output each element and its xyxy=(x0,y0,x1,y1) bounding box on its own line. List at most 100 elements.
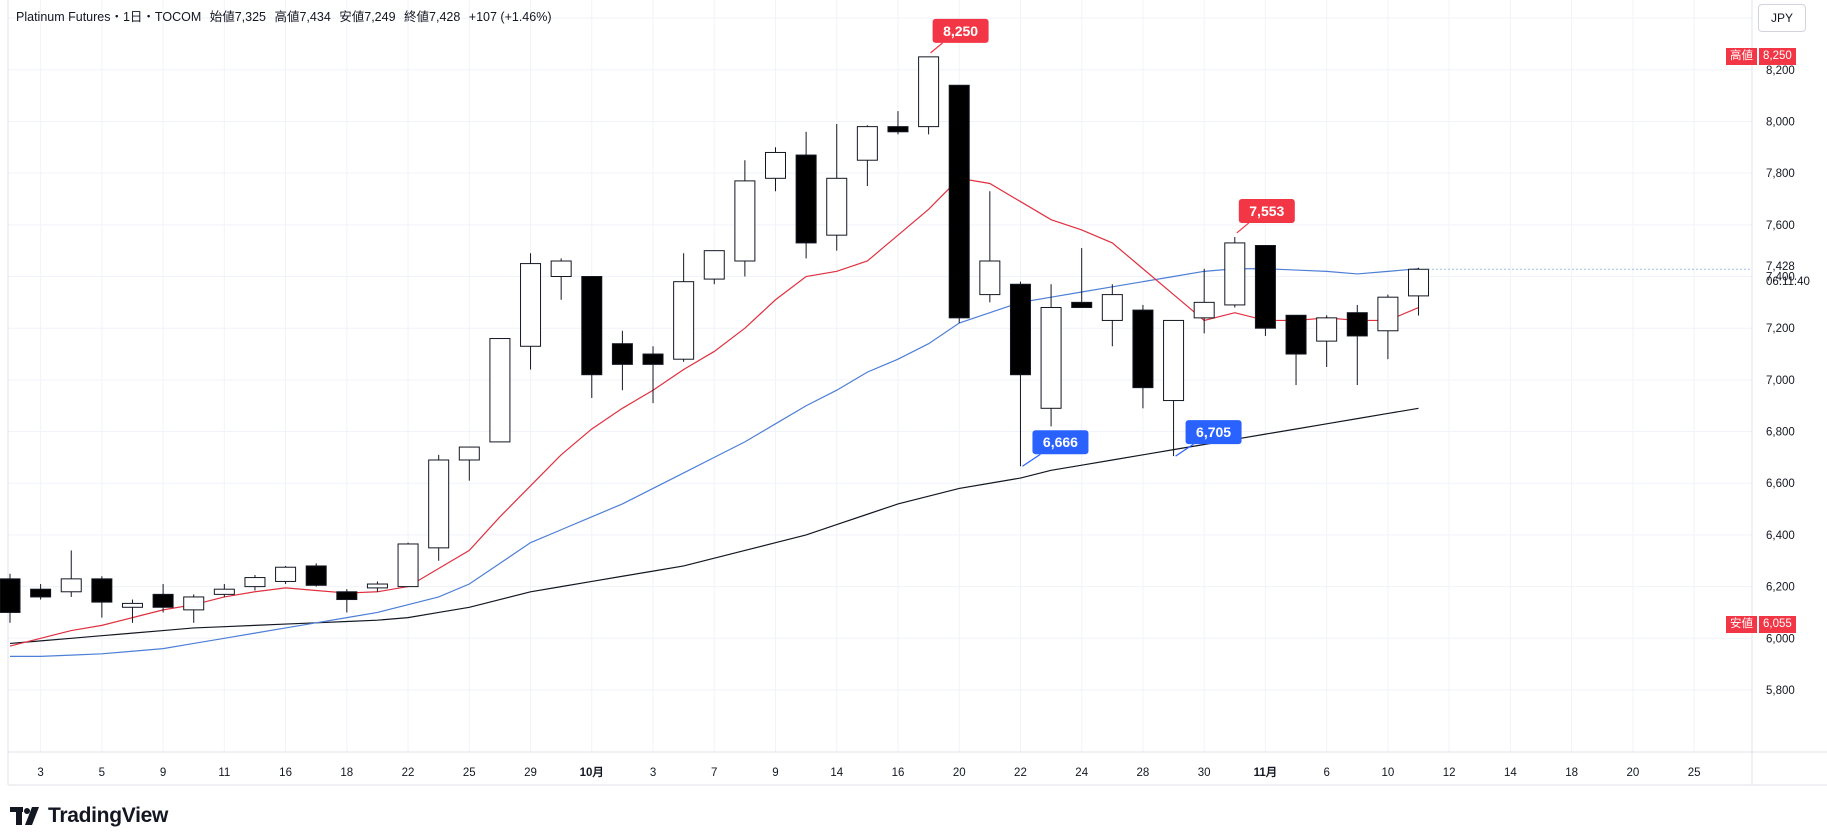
candle-bear[interactable] xyxy=(1009,283,1031,376)
candle-bear[interactable] xyxy=(305,565,327,586)
y-tick-label: 8,000 xyxy=(1766,116,1795,128)
x-tick-label: 18 xyxy=(1565,767,1578,779)
y-tick-label: 8,200 xyxy=(1766,65,1795,77)
x-tick-label: 20 xyxy=(1626,767,1639,779)
callout-pointer xyxy=(1175,443,1194,457)
candle-bear[interactable] xyxy=(611,343,633,365)
candle-bull[interactable] xyxy=(1040,307,1062,409)
candle-bull[interactable] xyxy=(275,566,297,582)
y-tick-label: 7,400 xyxy=(1766,272,1795,284)
y-tick-label: 6,400 xyxy=(1766,530,1795,542)
candle-bull[interactable] xyxy=(60,578,82,593)
candle-bear[interactable] xyxy=(1285,314,1307,355)
x-tick-label: 12 xyxy=(1443,767,1456,779)
callout-pointer xyxy=(1022,453,1041,467)
tradingview-brand[interactable]: TradingView xyxy=(10,804,168,828)
candle-bull[interactable] xyxy=(765,151,786,179)
callout-box xyxy=(1185,420,1242,445)
candle-bear[interactable] xyxy=(1254,244,1276,329)
candle-bull[interactable] xyxy=(1377,296,1399,332)
x-tick-label: 25 xyxy=(1688,767,1701,779)
candle-bull[interactable] xyxy=(458,446,480,461)
candle-bull[interactable] xyxy=(734,180,756,262)
ohlc-open: 始値7,325 xyxy=(209,10,266,24)
y-tick-label: 7,000 xyxy=(1766,375,1795,387)
candle-bull[interactable] xyxy=(826,177,848,236)
x-tick-label: 9 xyxy=(772,767,778,779)
high-marker-label: 高値 xyxy=(1726,48,1757,66)
candle-bull[interactable] xyxy=(550,260,572,278)
high-marker-value: 8,250 xyxy=(1759,48,1796,66)
bar-countdown: 06:11:40 xyxy=(1766,276,1810,289)
candle-bull[interactable] xyxy=(428,459,450,549)
candle-bull[interactable] xyxy=(397,543,419,588)
candle-bear[interactable] xyxy=(152,593,174,608)
candle-bear[interactable] xyxy=(91,578,113,603)
low-marker-label: 安値 xyxy=(1726,615,1757,633)
candle-bull[interactable] xyxy=(121,602,143,608)
x-tick-label: 14 xyxy=(1504,767,1517,779)
current-price-label: 7,428 xyxy=(1766,261,1795,274)
x-tick-label: 6 xyxy=(1323,767,1329,779)
callout-label: 6,705 xyxy=(1196,424,1231,440)
x-tick-label: 22 xyxy=(1014,767,1027,779)
brand-name: TradingView xyxy=(48,804,169,827)
candle-bull[interactable] xyxy=(489,338,511,443)
candle-bull[interactable] xyxy=(244,577,266,588)
ma-long-line xyxy=(9,407,1419,645)
x-tick-label: 25 xyxy=(463,767,476,779)
x-tick-label: 29 xyxy=(524,767,537,779)
x-tick-label: 11月 xyxy=(1254,766,1278,779)
candle-bear[interactable] xyxy=(795,154,817,244)
candle-bear[interactable] xyxy=(1071,301,1093,309)
candle-bear[interactable] xyxy=(642,353,664,365)
candle-bull[interactable] xyxy=(979,260,1001,296)
candle-bull[interactable] xyxy=(520,263,542,347)
x-tick-label: 3 xyxy=(650,767,656,779)
high-price-marker: 高値 8,250 xyxy=(1726,48,1796,66)
candle-bear[interactable] xyxy=(0,578,21,613)
x-tick-label: 10 xyxy=(1382,767,1395,779)
candle-bear[interactable] xyxy=(581,276,603,376)
candle-bear[interactable] xyxy=(1346,312,1368,337)
candle-bull[interactable] xyxy=(1316,317,1338,342)
x-tick-label: 3 xyxy=(37,767,43,779)
callout-label: 7,553 xyxy=(1249,203,1284,219)
candle-bull[interactable] xyxy=(856,126,878,161)
candle-bull[interactable] xyxy=(918,56,940,128)
ma-short-line xyxy=(9,177,1419,647)
currency-button[interactable]: JPY xyxy=(1758,4,1806,32)
callout-box xyxy=(932,18,989,43)
ohlc-high: 高値7,434 xyxy=(274,10,331,24)
candle-bull[interactable] xyxy=(1101,294,1123,321)
candle-bull[interactable] xyxy=(1193,301,1215,319)
symbol-name[interactable]: Platinum Futures・1日・TOCOM xyxy=(16,10,202,24)
x-tick-label: 16 xyxy=(279,767,292,779)
candle-bull[interactable] xyxy=(673,281,695,360)
candle-bull[interactable] xyxy=(1163,319,1185,402)
x-tick-label: 30 xyxy=(1198,767,1211,779)
x-tick-label: 16 xyxy=(892,767,905,779)
candle-bear[interactable] xyxy=(336,591,358,601)
low-price-marker: 安値 6,055 xyxy=(1726,615,1796,633)
y-tick-label: 7,200 xyxy=(1766,323,1795,335)
candle-bear[interactable] xyxy=(30,588,52,598)
candle-bull[interactable] xyxy=(213,588,235,595)
x-tick-label: 18 xyxy=(340,767,353,779)
candle-bear[interactable] xyxy=(887,126,909,133)
candle-bull[interactable] xyxy=(1408,268,1430,297)
callout-pointer xyxy=(1236,222,1250,234)
candle-bull[interactable] xyxy=(1224,242,1246,306)
x-tick-label: 22 xyxy=(402,767,415,779)
candle-bull[interactable] xyxy=(703,250,725,280)
candle-bear[interactable] xyxy=(948,84,970,319)
x-tick-label: 7 xyxy=(711,767,717,779)
ma-mid-line xyxy=(10,268,1419,657)
candle-bull[interactable] xyxy=(366,583,388,589)
callout-label: 6,666 xyxy=(1043,434,1078,450)
candle-bull[interactable] xyxy=(183,596,205,611)
x-tick-label: 10月 xyxy=(580,766,604,779)
candle-bear[interactable] xyxy=(1132,309,1154,389)
x-tick-label: 5 xyxy=(99,767,105,779)
